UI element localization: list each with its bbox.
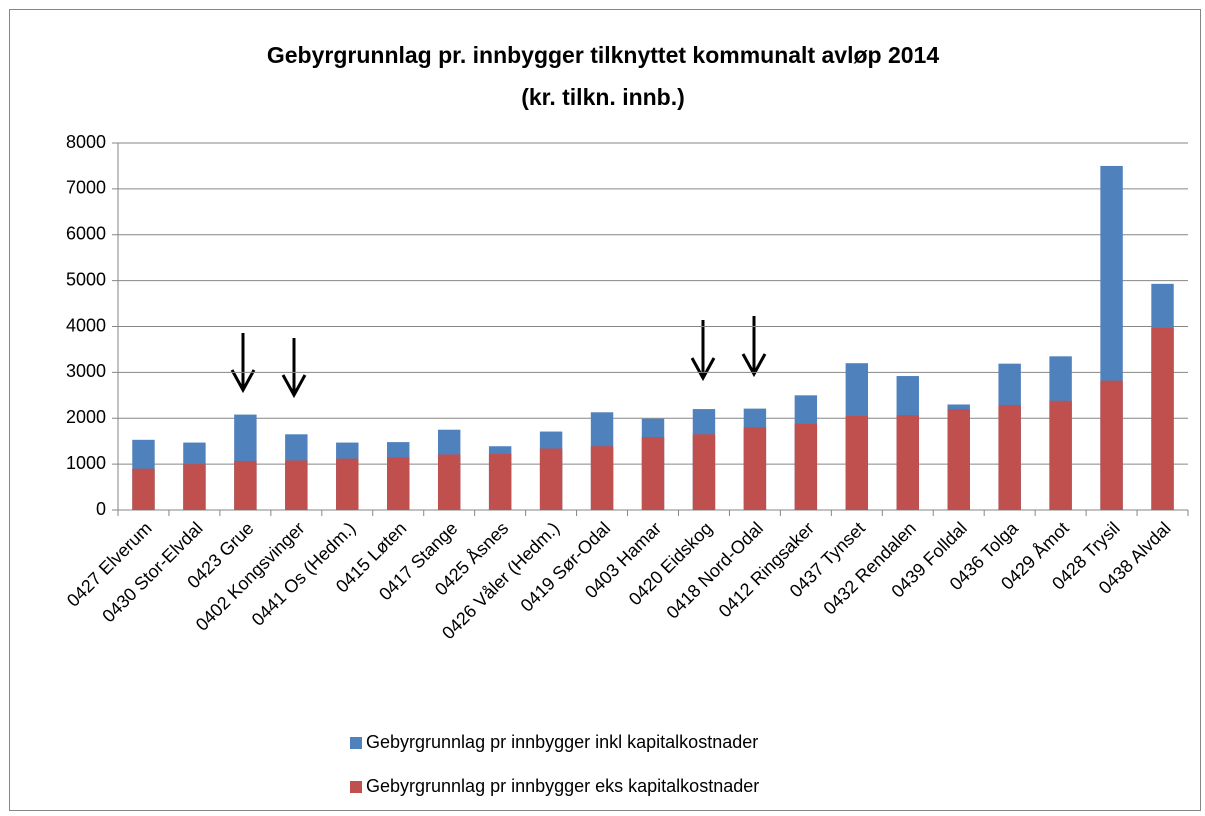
bar [896, 415, 919, 510]
bar [336, 458, 359, 510]
y-tick-label: 0 [96, 499, 106, 519]
chart-title: Gebyrgrunnlag pr. innbygger tilknyttet k… [267, 42, 939, 68]
bar [590, 446, 614, 510]
y-tick-label: 7000 [66, 178, 106, 198]
bar [234, 460, 257, 510]
y-tick-label: 4000 [66, 315, 106, 335]
bar [285, 460, 308, 510]
y-tick-label: 8000 [66, 132, 106, 152]
arrow [230, 333, 256, 394]
arrow [281, 338, 307, 399]
bar [1151, 327, 1174, 510]
bar [998, 404, 1021, 510]
legend-swatch [350, 781, 362, 793]
y-tick-label: 2000 [66, 407, 106, 427]
legend-swatch [350, 737, 362, 749]
chart-subtitle: (kr. tilkn. innb.) [521, 84, 685, 110]
legend-label: Gebyrgrunnlag pr innbygger eks kapitalko… [366, 776, 759, 796]
arrows [230, 316, 767, 399]
bar [794, 423, 818, 510]
y-tick-label: 3000 [66, 361, 106, 381]
y-tick-label: 1000 [66, 453, 106, 473]
bar [132, 468, 155, 510]
bar [539, 448, 563, 510]
arrow [741, 316, 767, 378]
bar [437, 454, 461, 510]
chart-border [9, 9, 1201, 811]
bar [641, 437, 665, 510]
bar [387, 457, 410, 510]
bar [1100, 380, 1123, 510]
bar [488, 454, 512, 510]
bar [692, 434, 716, 510]
bar [1049, 400, 1072, 510]
bar [743, 427, 767, 510]
bar [947, 409, 970, 510]
bar [845, 415, 869, 510]
y-tick-label: 6000 [66, 224, 106, 244]
arrow [690, 320, 716, 382]
y-tick-label: 5000 [66, 269, 106, 289]
bar [183, 464, 206, 510]
legend-label: Gebyrgrunnlag pr innbygger inkl kapitalk… [366, 732, 758, 752]
